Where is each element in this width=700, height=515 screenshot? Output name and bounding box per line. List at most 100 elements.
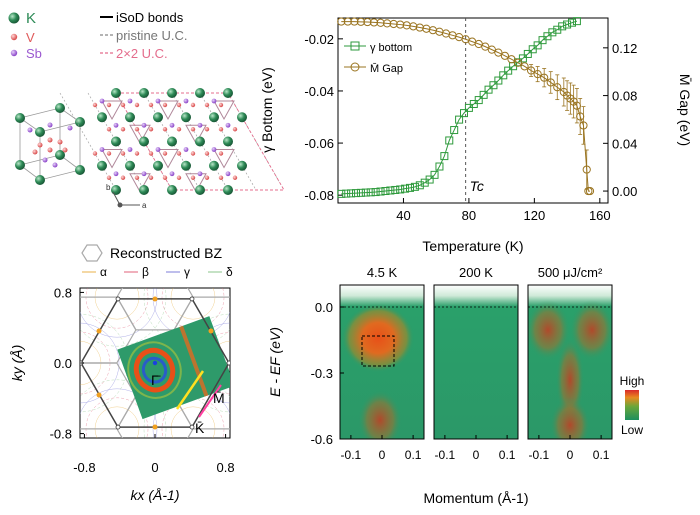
- temperature-y-label-right: M̄ Gap (eV): [677, 74, 693, 146]
- gamma-bottom-point: [376, 187, 385, 196]
- v-atom: [218, 151, 224, 156]
- contour-line: [80, 388, 158, 438]
- v-atom: [204, 151, 210, 156]
- m-point-marker: [96, 328, 102, 334]
- gamma-bottom-point: [440, 152, 449, 161]
- k-atom: [125, 160, 135, 171]
- k-atom: [237, 160, 247, 171]
- k-atom: [167, 88, 177, 98]
- gamma-bottom-point: [361, 188, 370, 197]
- momentum-tick-label: 0.1: [499, 448, 516, 462]
- legend-k-label: K: [26, 10, 36, 27]
- v-atom: [106, 151, 112, 156]
- gamma-bottom-point: [450, 126, 459, 135]
- v-atom: [162, 127, 168, 132]
- m-gap-point: [533, 69, 542, 79]
- legend-v-label: V: [26, 30, 35, 45]
- gamma-bottom-point: [396, 185, 405, 194]
- momentum-tick-label: 0: [473, 448, 480, 462]
- m-gap-series: [337, 17, 595, 196]
- bz-vertex: [115, 296, 121, 302]
- gamma-bottom-point: [391, 185, 400, 194]
- contour-line: [80, 288, 158, 338]
- legend-sb-label: Sb: [26, 46, 42, 61]
- m-gap-point: [579, 121, 588, 130]
- k-atom: [139, 185, 149, 195]
- cut-line: [175, 370, 205, 410]
- sb-atom: [141, 171, 147, 177]
- energy-tick-label: -0.6: [311, 432, 333, 447]
- outer-pocket: [127, 341, 182, 399]
- isod-bond: [213, 100, 235, 121]
- k-atom: [97, 112, 107, 123]
- bz-legend: Reconstructed BZ α β γ δ: [81, 244, 233, 279]
- m-gap-point: [520, 62, 529, 71]
- v-atom-icon: [10, 33, 18, 41]
- legend-isod-label: iSoD bonds: [116, 10, 184, 25]
- fermi-surface-map: Reconstructed BZ α β γ δ Γ̄ M̄ K̄ -0.8 0 0.8…: [9, 244, 235, 503]
- k-atom: [111, 185, 121, 195]
- m-gap-point: [526, 66, 536, 75]
- k-atom: [125, 112, 135, 123]
- k-atom: [181, 112, 191, 123]
- gamma-bottom-point: [352, 189, 360, 198]
- axis-b-label: b: [106, 183, 111, 192]
- temperature-chart: 40 80 120 160 -0.08 -0.06 -0.04 -0.02 0.00 0.04 0.…: [259, 17, 693, 254]
- isod-bond: [157, 100, 179, 121]
- cell-v-atom: [62, 147, 68, 153]
- y-left-tick-label: -0.02: [304, 32, 334, 47]
- cell-k-atom: [75, 165, 85, 175]
- x-tick-label: 40: [396, 208, 410, 223]
- y-right-tick-label: 0.00: [612, 184, 637, 199]
- m-gap-point: [376, 18, 385, 27]
- panel-title-pump: 500 μJ/cm²: [538, 265, 603, 280]
- isod-bond: [129, 124, 151, 145]
- gamma-bottom-point: [494, 76, 503, 85]
- k-atom: [209, 112, 219, 123]
- m-gap-point: [481, 42, 490, 51]
- v-atom: [92, 102, 98, 108]
- v-atom: [92, 151, 98, 156]
- m-gap-point: [507, 55, 516, 64]
- gamma-bottom-point: [386, 186, 395, 195]
- sb-atom: [99, 98, 105, 104]
- m-gap-point: [343, 17, 352, 26]
- legend-gamma: γ: [184, 265, 190, 279]
- gamma-bottom-point: [568, 18, 576, 27]
- cell-v-atom: [57, 139, 63, 145]
- m-gap-point: [396, 20, 405, 29]
- gamma-bottom-point: [415, 181, 424, 190]
- cell-v-atom: [32, 149, 38, 155]
- sb-atom: [127, 98, 133, 104]
- momentum-tick-label: 0: [567, 448, 574, 462]
- isod-bond: [185, 124, 207, 145]
- temperature-y-label-left: γ Bottom (eV): [259, 67, 275, 153]
- k-atom: [195, 88, 205, 98]
- contour-line: [80, 288, 167, 347]
- kx-tick-label: 0.8: [217, 460, 235, 475]
- v-atom: [106, 127, 112, 132]
- sb-atom: [99, 147, 105, 152]
- k-atom: [223, 88, 233, 98]
- v-atom: [106, 175, 112, 180]
- sb-atom: [113, 122, 119, 128]
- isod-bond: [101, 149, 123, 169]
- m-gap-point: [409, 22, 418, 31]
- m-point-marker: [152, 424, 158, 430]
- arpes-panel-4p5k: [340, 285, 424, 439]
- sb-atom: [169, 122, 175, 128]
- contour-line: [80, 322, 120, 404]
- inner-pocket: [141, 356, 168, 384]
- y-left-tick-label: -0.08: [304, 188, 334, 203]
- cell-sb-atom: [47, 122, 53, 128]
- sb-atom: [211, 147, 217, 152]
- m-gap-point: [487, 45, 496, 54]
- v-atom: [190, 151, 196, 156]
- sb-atom: [113, 171, 119, 177]
- isod-bond: [129, 173, 151, 193]
- gamma-bottom-point: [489, 81, 498, 90]
- gamma-bottom-point: [499, 71, 508, 80]
- sb-atom: [141, 122, 147, 128]
- cell-sb-atom: [27, 127, 33, 133]
- colorbar: High Low: [620, 374, 645, 437]
